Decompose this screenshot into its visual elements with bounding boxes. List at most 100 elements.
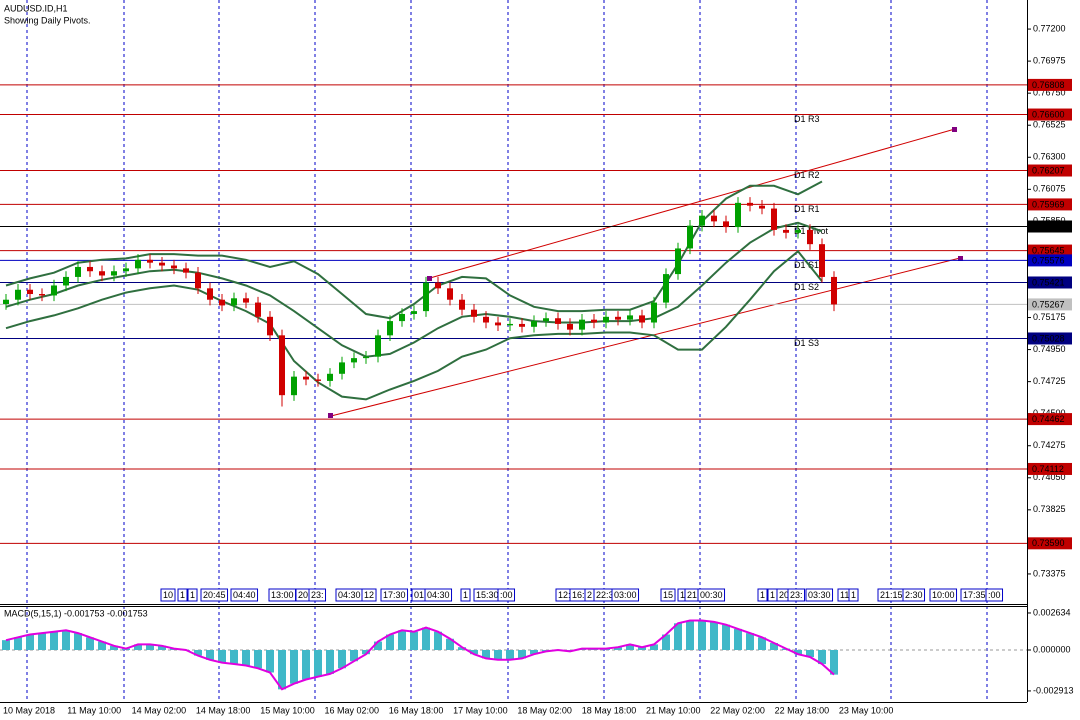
time-marker-label: 2:30 <box>905 590 923 600</box>
price-tag <box>1028 413 1072 426</box>
price-tag-label: 0.76207 <box>1032 165 1065 175</box>
candle-body <box>699 215 705 226</box>
macd-bar <box>482 649 490 659</box>
macd-bar <box>74 633 82 650</box>
macd-bar <box>14 637 22 650</box>
candle-body <box>543 318 549 322</box>
macd-bar <box>266 649 274 673</box>
macd-bar <box>290 649 298 684</box>
macd-bar <box>818 649 826 665</box>
time-marker-label: 1 <box>760 590 765 600</box>
time-marker: 1 <box>177 588 188 602</box>
time-marker: 21:15 <box>877 588 906 602</box>
trend-anchor <box>952 127 957 132</box>
time-marker-label: 22:3 <box>596 590 614 600</box>
chart-subtitle: Showing Daily Pivots. <box>4 15 91 25</box>
time-marker-box <box>200 588 229 602</box>
time-marker-box <box>187 588 198 602</box>
candle-body <box>147 259 153 263</box>
candle-body <box>783 229 789 233</box>
y-tick-label: 0.77200 <box>1033 23 1066 33</box>
candle-body <box>591 319 597 323</box>
candle-body <box>159 262 165 266</box>
time-marker-box <box>697 588 726 602</box>
price-tag-label: 0.73590 <box>1032 538 1065 548</box>
candle-body <box>339 362 345 374</box>
price-tag <box>1028 108 1072 121</box>
macd-bar <box>134 644 142 650</box>
time-marker-label: 20 <box>779 590 789 600</box>
time-marker-label: 1 <box>770 590 775 600</box>
x-tick-label: 15 May 10:00 <box>260 705 315 715</box>
candle-body <box>243 298 249 303</box>
price-tag-label: 0.75028 <box>1032 333 1065 343</box>
time-marker-box <box>985 588 1004 602</box>
x-tick-label: 23 May 10:00 <box>839 705 894 715</box>
macd-bar <box>506 649 514 660</box>
macd-bar <box>458 647 466 650</box>
pivot-label: D1 S2 <box>794 282 819 292</box>
time-marker-box <box>660 588 676 602</box>
price-tag-label: 0.75969 <box>1032 199 1065 209</box>
macd-bar <box>314 649 322 677</box>
time-marker: 1 <box>848 588 859 602</box>
candle-body <box>735 202 741 228</box>
time-marker-box <box>424 588 453 602</box>
candle-body <box>831 276 837 305</box>
macd-bar <box>302 649 310 680</box>
time-marker-box <box>361 588 377 602</box>
candle-body <box>711 215 717 222</box>
time-marker-label: 01 <box>414 590 424 600</box>
price-tag-label: 0.75421 <box>1032 277 1065 287</box>
time-marker: 1 <box>757 588 768 602</box>
candle-body <box>63 276 69 286</box>
macd-bar <box>218 649 226 663</box>
macd-bar <box>230 649 238 665</box>
candle-body <box>687 225 693 249</box>
candle-body <box>651 302 657 323</box>
candle-body <box>819 244 825 277</box>
time-marker: 11 <box>837 588 852 602</box>
time-marker: 20:45 <box>200 588 229 602</box>
macd-bar <box>350 649 358 662</box>
pivot-label: D1 S3 <box>794 338 819 348</box>
time-marker: 15:30 <box>473 588 502 602</box>
macd-bar <box>254 649 262 669</box>
price-tag <box>1028 244 1072 257</box>
time-marker: 17:35 <box>960 588 989 602</box>
macd-signal-line <box>5 619 835 691</box>
macd-bar <box>698 620 706 650</box>
candle-body <box>255 302 261 317</box>
candle-body <box>471 309 477 317</box>
candle-body <box>363 356 369 359</box>
y-tick-label: 0.76300 <box>1033 152 1066 162</box>
macd-bar <box>374 641 382 650</box>
macd-bar <box>650 644 658 650</box>
macd-bar <box>614 647 622 650</box>
candle-body <box>219 299 225 306</box>
price-tag-label: 0.74112 <box>1032 464 1064 474</box>
macd-bar <box>362 649 370 655</box>
macd-title: MACD(5,15,1) -0.001753 -0.001753 <box>4 608 148 618</box>
candle-body <box>351 358 357 363</box>
macd-bar <box>26 634 34 650</box>
macd-bar <box>50 631 58 650</box>
y-tick-label: 0.76975 <box>1033 55 1066 65</box>
macd-bar <box>386 634 394 650</box>
candle-body <box>315 379 321 381</box>
candle-body <box>771 208 777 230</box>
time-marker-label: 04:40 <box>233 590 256 600</box>
candle-body <box>195 272 201 289</box>
time-marker: :00 <box>985 588 1004 602</box>
x-tick-label: 21 May 10:00 <box>646 705 701 715</box>
price-tag <box>1028 462 1072 475</box>
time-marker-label: 1 <box>680 590 685 600</box>
time-marker: 2 <box>584 588 595 602</box>
candle-body <box>99 271 105 276</box>
time-marker-label: 1 <box>851 590 856 600</box>
time-marker: 01 <box>411 588 427 602</box>
candle-body <box>795 229 801 233</box>
y-tick-label: 0.74050 <box>1033 472 1066 482</box>
time-marker-label: 10 <box>163 590 173 600</box>
